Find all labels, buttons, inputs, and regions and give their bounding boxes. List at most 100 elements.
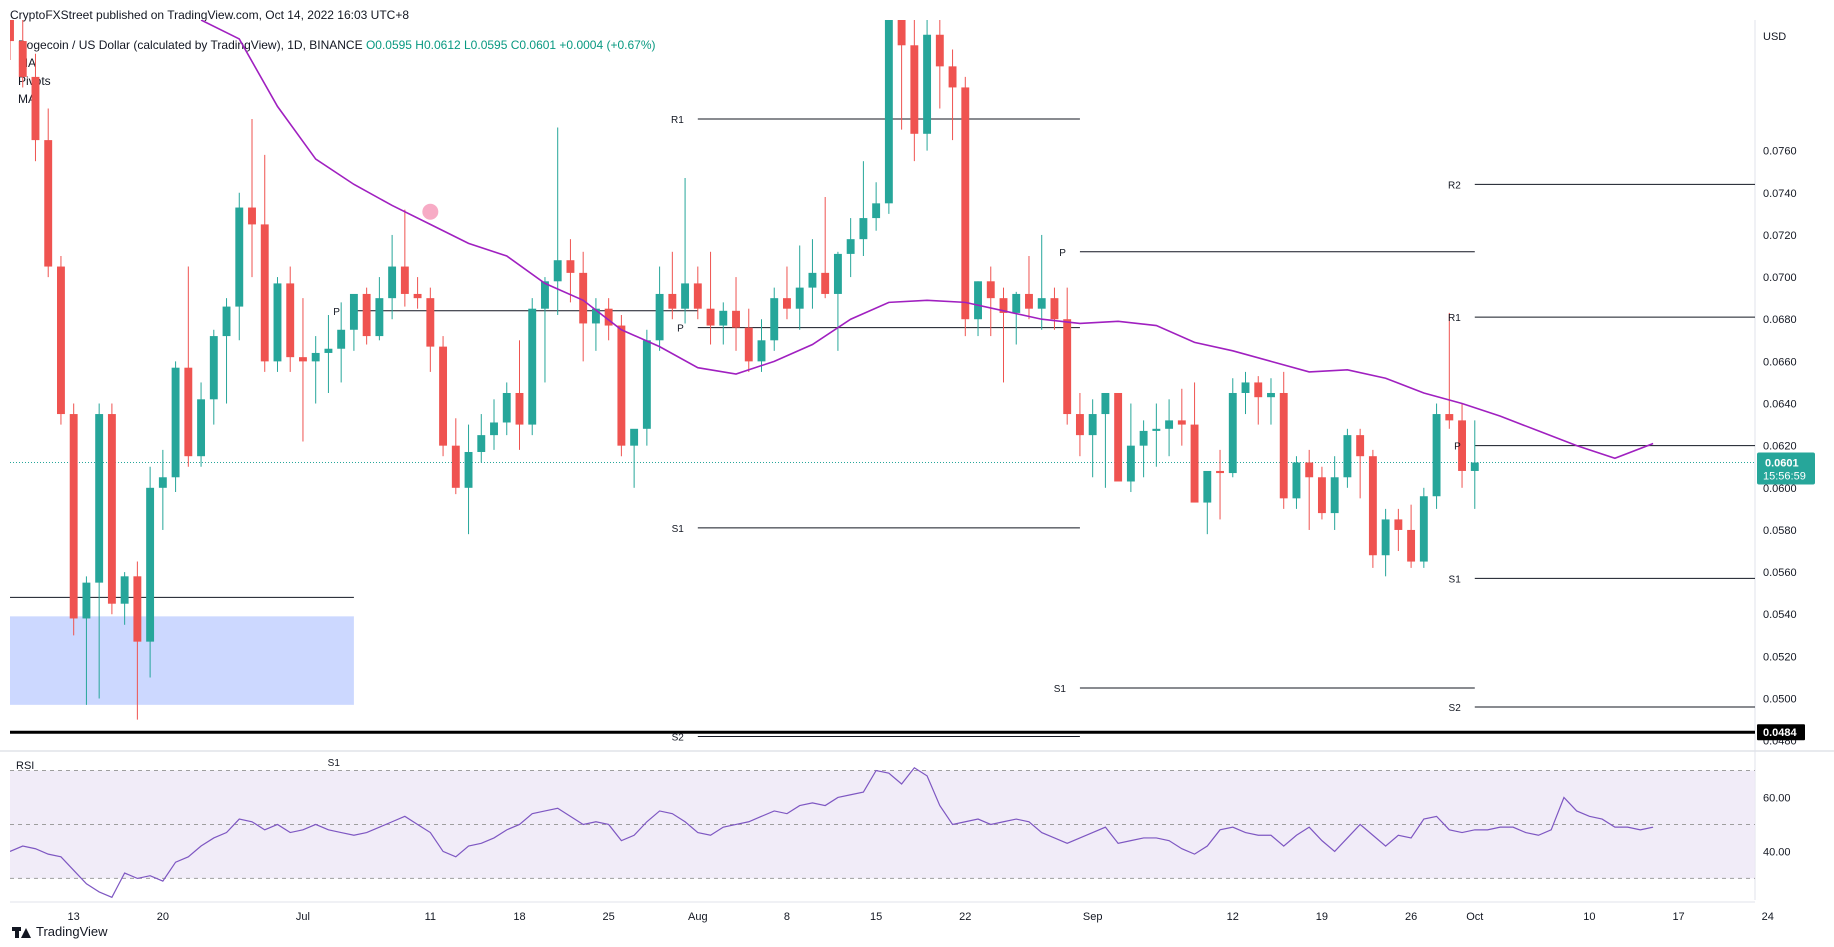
candle[interactable] (833, 251, 842, 351)
support-zone[interactable] (10, 616, 354, 705)
symbol-title[interactable]: Dogecoin / US Dollar (calculated by Trad… (18, 38, 363, 52)
candle[interactable] (451, 418, 460, 495)
candle[interactable] (528, 298, 537, 436)
candle[interactable] (158, 449, 167, 530)
ma-line[interactable] (200, 20, 1654, 460)
candle[interactable] (515, 340, 524, 450)
candle[interactable] (1101, 392, 1110, 488)
candle[interactable] (1470, 420, 1479, 509)
candle[interactable] (69, 403, 78, 636)
candle[interactable] (362, 287, 371, 345)
candle[interactable] (630, 428, 639, 488)
candle[interactable] (1025, 256, 1033, 320)
candle[interactable] (197, 382, 206, 467)
candle[interactable] (1114, 392, 1123, 482)
candle[interactable] (744, 308, 753, 372)
candle[interactable] (579, 251, 588, 362)
candle[interactable] (1050, 287, 1059, 330)
candle[interactable] (324, 315, 333, 393)
candle[interactable] (1419, 487, 1428, 568)
candle[interactable] (95, 403, 104, 699)
candle[interactable] (986, 266, 995, 337)
candle[interactable] (1356, 428, 1365, 499)
candle[interactable] (31, 53, 40, 162)
candle[interactable] (846, 218, 855, 278)
candle[interactable] (795, 245, 804, 330)
candle[interactable] (184, 266, 193, 467)
candle[interactable] (235, 192, 244, 341)
candle[interactable] (375, 277, 384, 341)
candle[interactable] (770, 287, 779, 351)
candle[interactable] (44, 108, 53, 278)
pivot-high-marker[interactable] (422, 203, 439, 220)
candle[interactable] (1254, 376, 1263, 425)
candle[interactable] (1458, 403, 1466, 488)
candle[interactable] (1165, 399, 1174, 457)
candle[interactable] (553, 127, 562, 316)
candle[interactable] (426, 287, 435, 372)
candle[interactable] (1075, 392, 1084, 457)
candle[interactable] (591, 298, 600, 351)
candle[interactable] (1432, 403, 1441, 509)
candle[interactable] (311, 336, 320, 404)
candle[interactable] (209, 329, 218, 425)
candle[interactable] (413, 277, 422, 309)
rsi-line[interactable] (10, 766, 1654, 899)
candle[interactable] (1407, 504, 1416, 568)
candle[interactable] (1267, 378, 1275, 425)
candle[interactable] (171, 361, 180, 493)
candle[interactable] (884, 0, 893, 214)
footer-brand[interactable]: TradingView (12, 924, 108, 939)
candle[interactable] (1139, 420, 1148, 478)
candle[interactable] (1394, 508, 1403, 552)
candle[interactable] (693, 266, 702, 320)
candle[interactable] (808, 239, 817, 309)
candle[interactable] (107, 403, 116, 615)
candle[interactable] (1063, 287, 1072, 425)
candle[interactable] (859, 161, 868, 257)
candle[interactable] (120, 572, 129, 625)
candle[interactable] (477, 414, 486, 463)
candle[interactable] (732, 277, 740, 351)
candle[interactable] (681, 178, 690, 324)
candle[interactable] (502, 382, 511, 436)
candle[interactable] (1228, 378, 1237, 478)
candle[interactable] (1330, 456, 1339, 530)
candle[interactable] (935, 7, 944, 109)
candle[interactable] (1126, 403, 1135, 493)
candle[interactable] (337, 302, 346, 383)
candle[interactable] (541, 277, 549, 383)
candle[interactable] (248, 119, 256, 278)
candle[interactable] (6, 0, 14, 61)
candle[interactable] (668, 251, 677, 320)
candle[interactable] (273, 277, 282, 372)
candle[interactable] (897, 0, 906, 130)
candle[interactable] (1317, 466, 1326, 520)
candle[interactable] (133, 561, 142, 720)
candle[interactable] (1088, 399, 1097, 478)
candle[interactable] (566, 239, 575, 303)
candle[interactable] (439, 336, 448, 457)
candle[interactable] (974, 281, 982, 337)
candle[interactable] (1381, 508, 1390, 577)
candle[interactable] (400, 209, 409, 307)
candle[interactable] (464, 424, 473, 535)
candle[interactable] (222, 298, 231, 404)
price-pane[interactable] (6, 0, 1755, 762)
candle[interactable] (617, 315, 626, 457)
candle[interactable] (18, 0, 27, 88)
candle[interactable] (719, 302, 728, 345)
candle[interactable] (299, 298, 307, 442)
candle[interactable] (655, 266, 664, 351)
candle[interactable] (388, 234, 397, 320)
candle[interactable] (146, 466, 155, 678)
candle[interactable] (948, 49, 957, 141)
candle[interactable] (1368, 449, 1377, 568)
candle[interactable] (757, 319, 766, 372)
rsi-pane[interactable] (10, 766, 1755, 899)
indicator-label-ma-2[interactable]: MA (18, 92, 36, 106)
candle[interactable] (1279, 371, 1288, 509)
candle[interactable] (286, 266, 295, 372)
candle[interactable] (999, 287, 1008, 383)
